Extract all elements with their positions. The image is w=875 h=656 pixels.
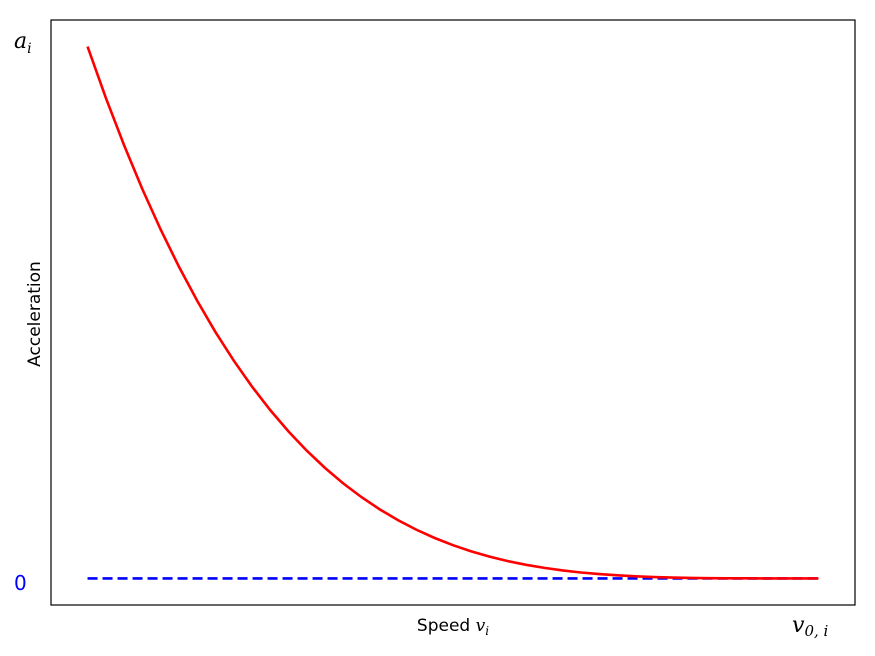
plot-frame [50,19,856,606]
y-zero-label: 0 [14,571,27,595]
acceleration-curve [86,46,819,580]
y-top-label-sub: i [27,41,31,57]
series-layer [86,46,819,580]
x-end-label-sub: 0, i [804,622,828,640]
x-axis-label-var: v [476,616,486,636]
y-top-label: ai [14,29,32,57]
y-axis-label: Acceleration [25,261,45,367]
x-axis-label: Speed vi [417,616,489,638]
x-axis-label-sub: i [485,624,489,638]
x-end-label: v0, i [792,613,829,640]
